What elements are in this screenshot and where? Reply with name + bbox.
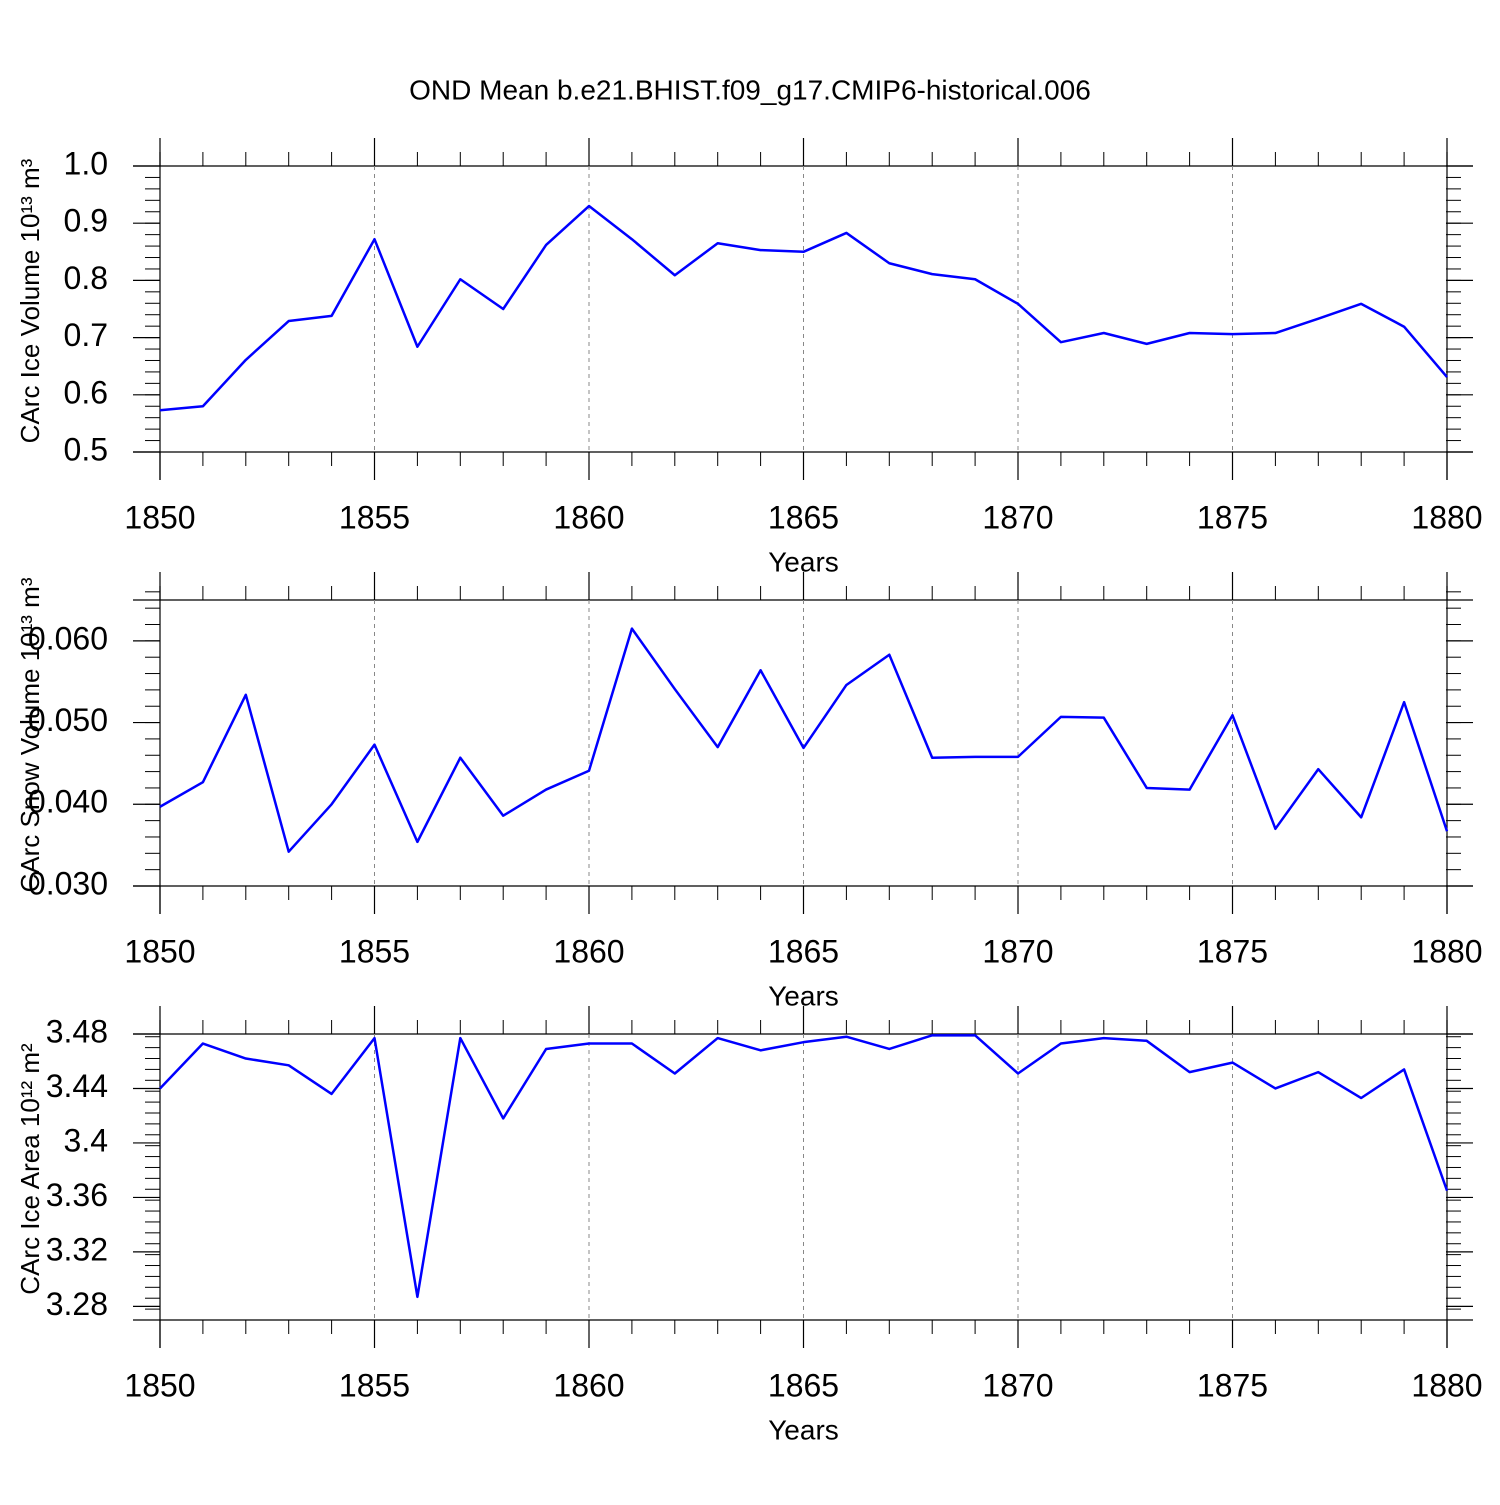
y-tick-label: 3.4: [64, 1122, 108, 1158]
y-tick-label: 1.0: [64, 145, 108, 181]
x-tick-label: 1870: [982, 1367, 1053, 1403]
y-tick-label: 3.28: [46, 1286, 108, 1322]
x-tick-label: 1880: [1411, 1367, 1482, 1403]
chart-title: OND Mean b.e21.BHIST.f09_g17.CMIP6-histo…: [409, 74, 1091, 105]
x-tick-label: 1855: [339, 499, 410, 535]
x-tick-label: 1875: [1197, 933, 1268, 969]
y-tick-label: 3.32: [46, 1231, 108, 1267]
y-tick-label: 0.060: [28, 620, 108, 656]
x-axis-label: Years: [768, 1414, 839, 1445]
y-tick-label: 3.36: [46, 1177, 108, 1213]
x-tick-label: 1855: [339, 933, 410, 969]
x-tick-label: 1850: [124, 499, 195, 535]
x-tick-label: 1855: [339, 1367, 410, 1403]
y-tick-label: 0.030: [28, 865, 108, 901]
x-tick-label: 1865: [768, 499, 839, 535]
x-tick-label: 1860: [553, 1367, 624, 1403]
x-tick-label: 1850: [124, 1367, 195, 1403]
x-tick-label: 1880: [1411, 933, 1482, 969]
y-tick-label: 3.48: [46, 1013, 108, 1049]
x-tick-label: 1860: [553, 933, 624, 969]
y-axis-label: CArc Ice Area 10¹² m²: [15, 1043, 45, 1295]
y-tick-label: 0.5: [64, 431, 108, 467]
x-tick-label: 1870: [982, 499, 1053, 535]
x-tick-label: 1860: [553, 499, 624, 535]
y-tick-label: 3.44: [46, 1068, 108, 1104]
x-tick-label: 1865: [768, 1367, 839, 1403]
y-tick-label: 0.040: [28, 784, 108, 820]
y-axis-label: CArc Ice Volume 10¹³ m³: [15, 158, 45, 443]
x-tick-label: 1870: [982, 933, 1053, 969]
y-tick-label: 0.6: [64, 374, 108, 410]
x-tick-label: 1865: [768, 933, 839, 969]
y-tick-label: 0.050: [28, 702, 108, 738]
x-tick-label: 1875: [1197, 499, 1268, 535]
x-tick-label: 1850: [124, 933, 195, 969]
x-tick-label: 1875: [1197, 1367, 1268, 1403]
data-line: [159, 627, 1449, 853]
y-tick-label: 0.9: [64, 203, 108, 239]
x-tick-label: 1880: [1411, 499, 1482, 535]
y-tick-label: 0.8: [64, 260, 108, 296]
y-axis-label: CArc Snow Volume 10¹³ m³: [15, 577, 45, 892]
y-tick-label: 0.7: [64, 317, 108, 353]
data-line: [159, 204, 1448, 412]
data-line: [159, 1034, 1449, 1299]
